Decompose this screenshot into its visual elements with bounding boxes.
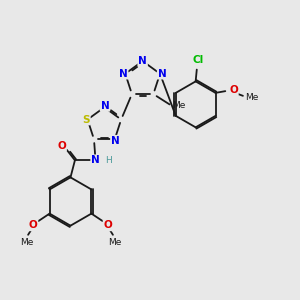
Text: O: O [29, 220, 38, 230]
Text: Cl: Cl [193, 55, 204, 65]
Text: N: N [119, 69, 128, 79]
Text: O: O [57, 141, 66, 151]
Text: Me: Me [20, 238, 33, 247]
Text: N: N [158, 69, 167, 79]
Text: S: S [82, 115, 90, 124]
Text: H: H [105, 156, 112, 165]
Text: Me: Me [172, 101, 185, 110]
Text: O: O [103, 220, 112, 230]
Text: Me: Me [108, 238, 121, 247]
Text: N: N [100, 101, 109, 111]
Text: Me: Me [245, 93, 259, 102]
Text: N: N [111, 136, 120, 146]
Text: N: N [138, 56, 147, 66]
Text: O: O [229, 85, 238, 94]
Text: N: N [91, 155, 100, 165]
